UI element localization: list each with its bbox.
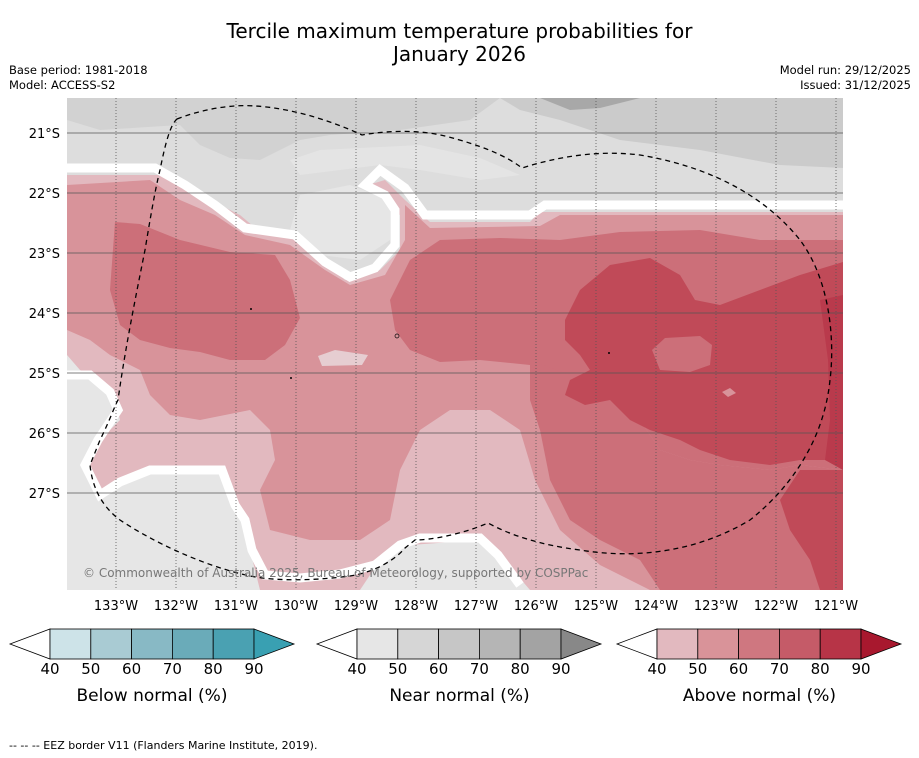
colorbar-label-below: Below normal (%) xyxy=(76,686,228,706)
colorbar-segment xyxy=(171,628,214,660)
probability-map: 21°S 22°S 23°S 24°S 25°S 26°S 27°S 133°W… xyxy=(29,98,858,614)
lon-label: 121°W xyxy=(814,599,858,614)
colorbar-label-above: Above normal (%) xyxy=(682,686,837,706)
map-grid xyxy=(67,132,843,494)
colorbar-extend-high xyxy=(253,628,296,660)
lon-label: 132°W xyxy=(154,599,198,614)
colorbar-tick-label: 70 xyxy=(769,660,789,678)
map-fill xyxy=(67,98,843,590)
island-marker xyxy=(290,377,292,379)
colorbar-tick-label: 60 xyxy=(122,660,142,678)
colorbar-segment xyxy=(356,628,399,660)
colorbar-tick-label: 90 xyxy=(551,660,571,678)
colorbar-tick-label: 40 xyxy=(647,660,667,678)
colorbar-segment xyxy=(697,628,739,660)
base-period: Base period: 1981-2018 xyxy=(9,63,148,77)
colorbar-tick-label: 40 xyxy=(40,660,60,678)
colorbar-extend-low xyxy=(315,628,358,660)
lat-label: 22°S xyxy=(29,187,60,202)
colorbars xyxy=(8,628,903,660)
footer-note: -- -- -- EEZ border V11 (Flanders Marine… xyxy=(9,739,318,752)
lon-label: 129°W xyxy=(334,599,378,614)
colorbar-segment xyxy=(49,628,92,660)
colorbar-tick-label: 70 xyxy=(469,660,489,678)
island-marker xyxy=(608,352,610,354)
lon-label: 124°W xyxy=(634,599,678,614)
colorbar-tick-label: 70 xyxy=(162,660,182,678)
colorbar-above-normal xyxy=(615,628,903,660)
lon-label: 127°W xyxy=(454,599,498,614)
lat-label: 21°S xyxy=(29,127,60,142)
lon-label: 133°W xyxy=(94,599,138,614)
colorbar-tick-label: 50 xyxy=(81,660,101,678)
colorbar-tick-label: 80 xyxy=(203,660,223,678)
colorbar-segment xyxy=(819,628,862,660)
colorbar-label-near: Near normal (%) xyxy=(389,686,530,706)
colorbar-segment xyxy=(656,628,699,660)
lon-label: 122°W xyxy=(754,599,798,614)
meridian-lines xyxy=(115,98,837,590)
island-marker xyxy=(394,333,400,339)
colorbar-tick-label: 60 xyxy=(729,660,749,678)
colorbar-tick-label: 40 xyxy=(347,660,367,678)
colorbar-segment xyxy=(779,628,821,660)
lon-label: 130°W xyxy=(274,599,318,614)
eez-border xyxy=(89,104,833,581)
colorbar-segment xyxy=(212,628,255,660)
lat-label: 25°S xyxy=(29,367,60,382)
colorbar-tick-label: 90 xyxy=(851,660,871,678)
colorbar-tick-label: 50 xyxy=(688,660,708,678)
issued-date: Issued: 31/12/2025 xyxy=(800,78,911,92)
colorbar-tick-label: 60 xyxy=(429,660,449,678)
colorbar-extend-high xyxy=(860,628,903,660)
lat-label: 27°S xyxy=(29,487,60,502)
lat-label: 23°S xyxy=(29,247,60,262)
lon-label: 131°W xyxy=(214,599,258,614)
colorbar-segment xyxy=(478,628,521,660)
colorbar-below-normal xyxy=(8,628,296,660)
colorbar-segment xyxy=(397,628,439,660)
title-line-2: January 2026 xyxy=(392,42,527,66)
colorbar-tick-label: 50 xyxy=(388,660,408,678)
lat-label: 26°S xyxy=(29,427,60,442)
colorbar-extend-high xyxy=(560,628,603,660)
colorbar-tick-label: 80 xyxy=(510,660,530,678)
colorbar-segment xyxy=(131,628,173,660)
lat-label: 24°S xyxy=(29,307,60,322)
copyright-text: © Commonwealth of Australia 2025, Bureau… xyxy=(83,566,588,580)
colorbar-near-normal xyxy=(315,628,603,660)
colorbar-extend-low xyxy=(8,628,51,660)
model-name: Model: ACCESS-S2 xyxy=(9,78,116,92)
island-marker xyxy=(250,308,252,310)
model-run: Model run: 29/12/2025 xyxy=(779,63,911,77)
lon-label: 125°W xyxy=(574,599,618,614)
title-line-1: Tercile maximum temperature probabilitie… xyxy=(226,19,693,43)
colorbar-tick-label: 80 xyxy=(810,660,830,678)
colorbar-segment xyxy=(438,628,480,660)
colorbar-segment xyxy=(90,628,133,660)
lon-label: 126°W xyxy=(514,599,558,614)
colorbar-tick-label: 90 xyxy=(244,660,264,678)
lon-label: 123°W xyxy=(694,599,738,614)
colorbar-extend-low xyxy=(615,628,658,660)
lon-label: 128°W xyxy=(394,599,438,614)
colorbar-segment xyxy=(519,628,562,660)
colorbar-segment xyxy=(738,628,780,660)
